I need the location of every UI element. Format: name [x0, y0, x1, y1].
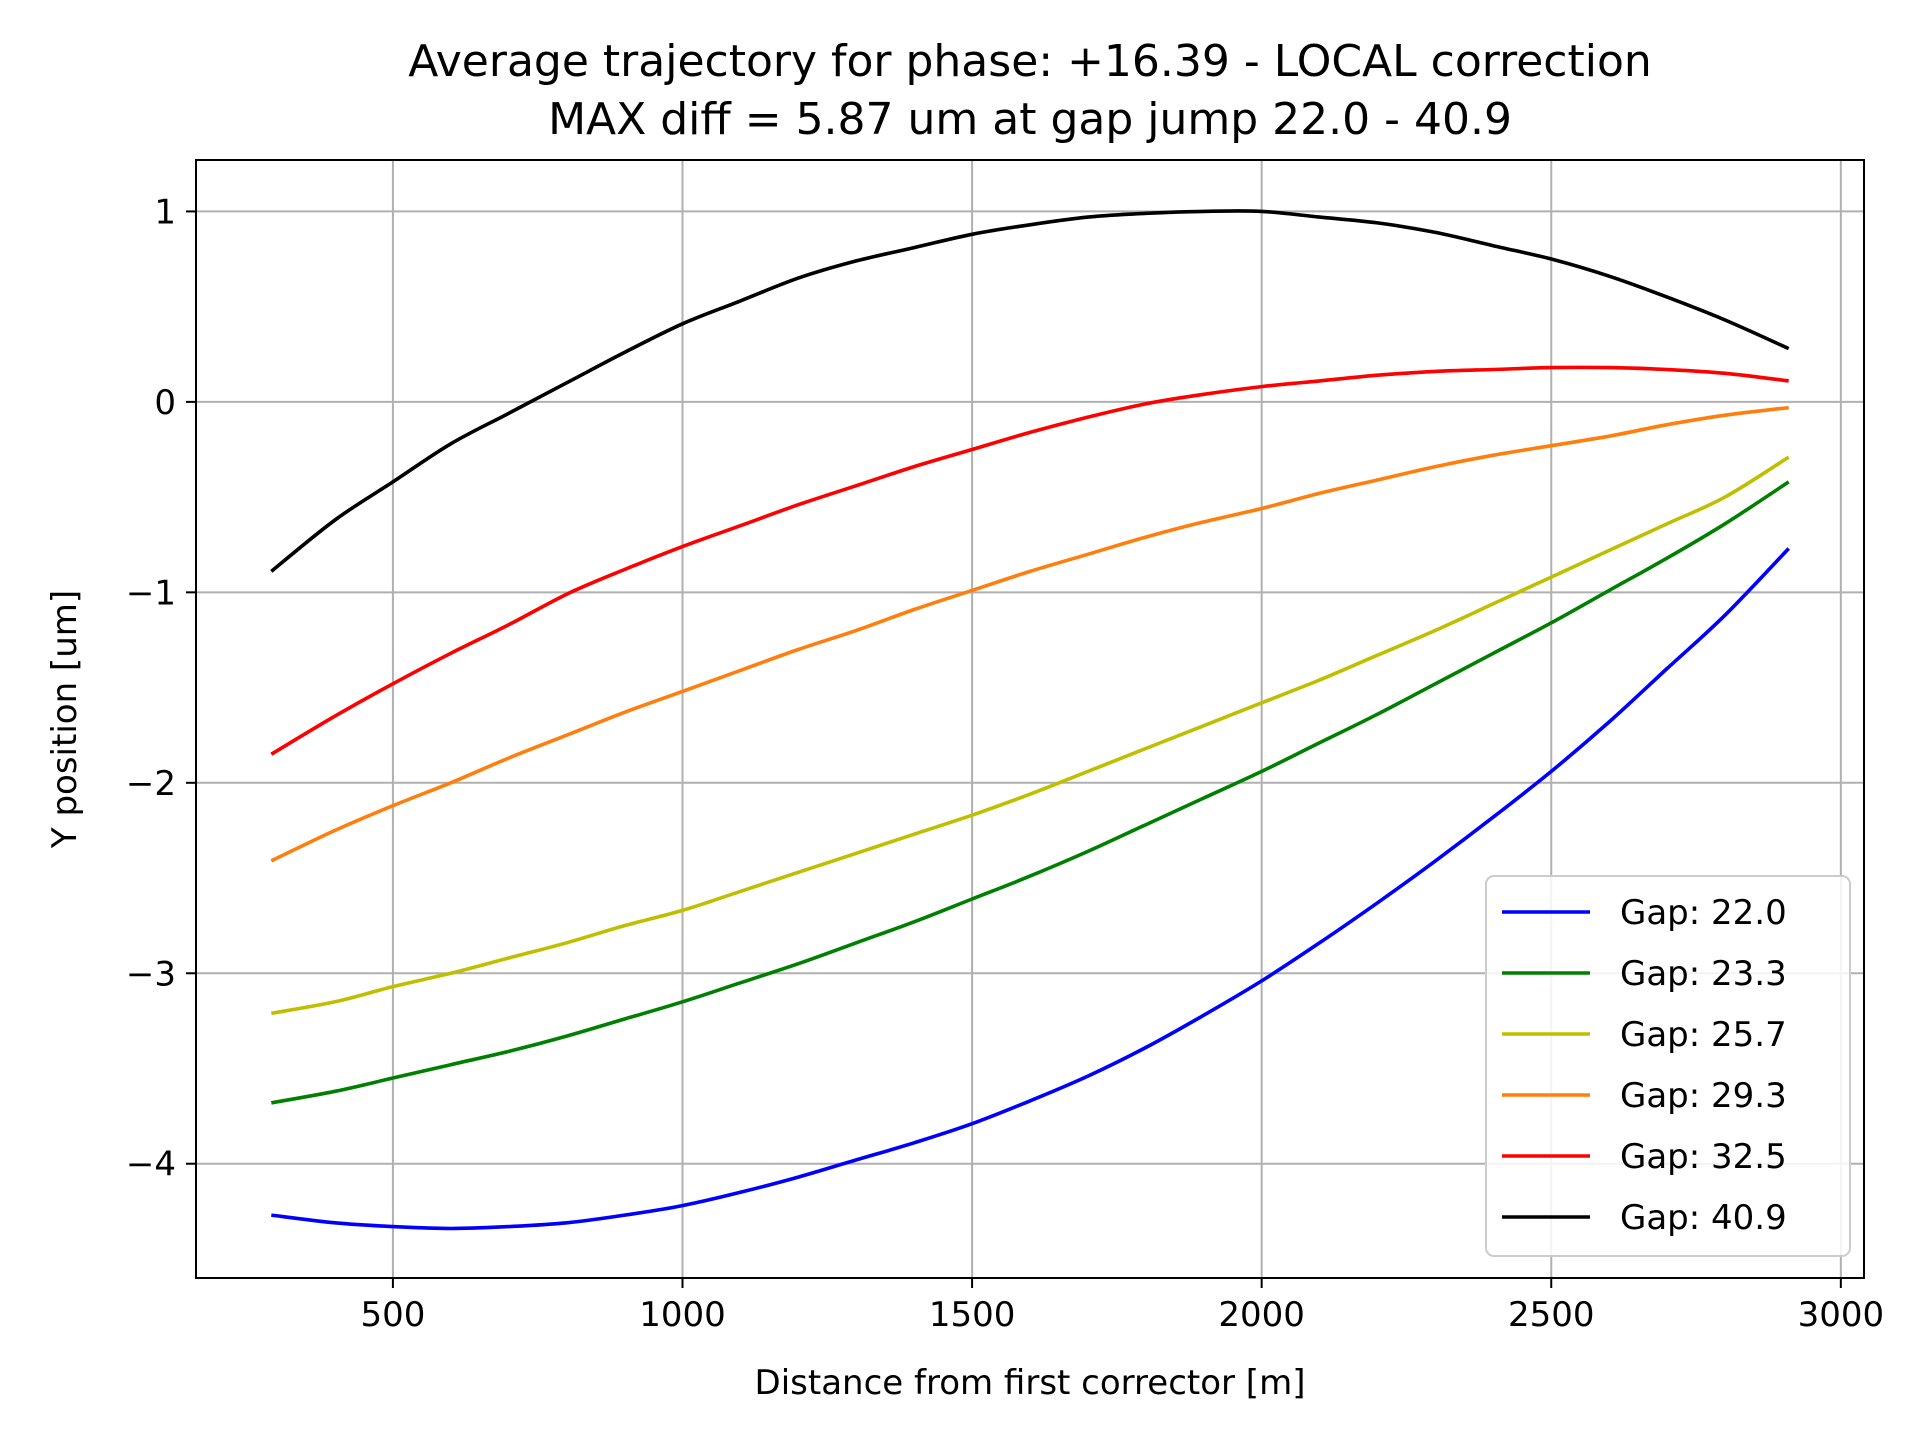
legend-label-4: Gap: 32.5 — [1620, 1137, 1787, 1177]
x-tick-label: 2000 — [1218, 1295, 1305, 1335]
chart-subtitle: MAX diff = 5.87 um at gap jump 22.0 - 40… — [548, 94, 1512, 145]
y-tick-label: 1 — [154, 192, 176, 232]
x-axis-label: Distance from first corrector [m] — [755, 1363, 1306, 1403]
legend-label-1: Gap: 23.3 — [1620, 954, 1787, 994]
y-tick-label: −4 — [126, 1145, 176, 1185]
series-line-4 — [270, 365, 1789, 756]
series-line-0 — [271, 547, 1791, 1231]
y-axis-label: Y position [um] — [45, 590, 85, 849]
legend-label-2: Gap: 25.7 — [1620, 1015, 1787, 1055]
x-tick-label: 1000 — [639, 1295, 726, 1335]
series-line-5 — [270, 209, 1790, 573]
axis-ticks: 500 1000 1500 2000 2500 3000 1 0 −1 −2 −3 −4 — [126, 192, 1884, 1335]
y-tick-label: 0 — [154, 383, 176, 423]
plot-area-frame — [195, 159, 1865, 1279]
plot-lines — [270, 209, 1791, 1231]
x-tick-label: 3000 — [1798, 1295, 1885, 1335]
legend-label-0: Gap: 22.0 — [1620, 893, 1787, 933]
legend-box — [1485, 875, 1851, 1257]
x-tick-label: 1500 — [929, 1295, 1016, 1335]
series-line-2 — [270, 455, 1790, 1016]
x-tick-label: 500 — [360, 1295, 425, 1335]
y-tick-label: −1 — [126, 573, 176, 613]
series-line-1 — [270, 480, 1790, 1105]
legend-label-5: Gap: 40.9 — [1620, 1198, 1787, 1238]
chart-title: Average trajectory for phase: +16.39 - L… — [408, 36, 1652, 87]
legend: Gap: 22.0 Gap: 23.3 Gap: 25.7 Gap: 29.3 Gap:… — [1485, 875, 1851, 1257]
y-tick-label: −3 — [126, 954, 176, 994]
series-line-3 — [270, 405, 1789, 863]
legend-label-3: Gap: 29.3 — [1620, 1076, 1787, 1116]
y-tick-label: −2 — [126, 764, 176, 804]
x-tick-label: 2500 — [1508, 1295, 1595, 1335]
